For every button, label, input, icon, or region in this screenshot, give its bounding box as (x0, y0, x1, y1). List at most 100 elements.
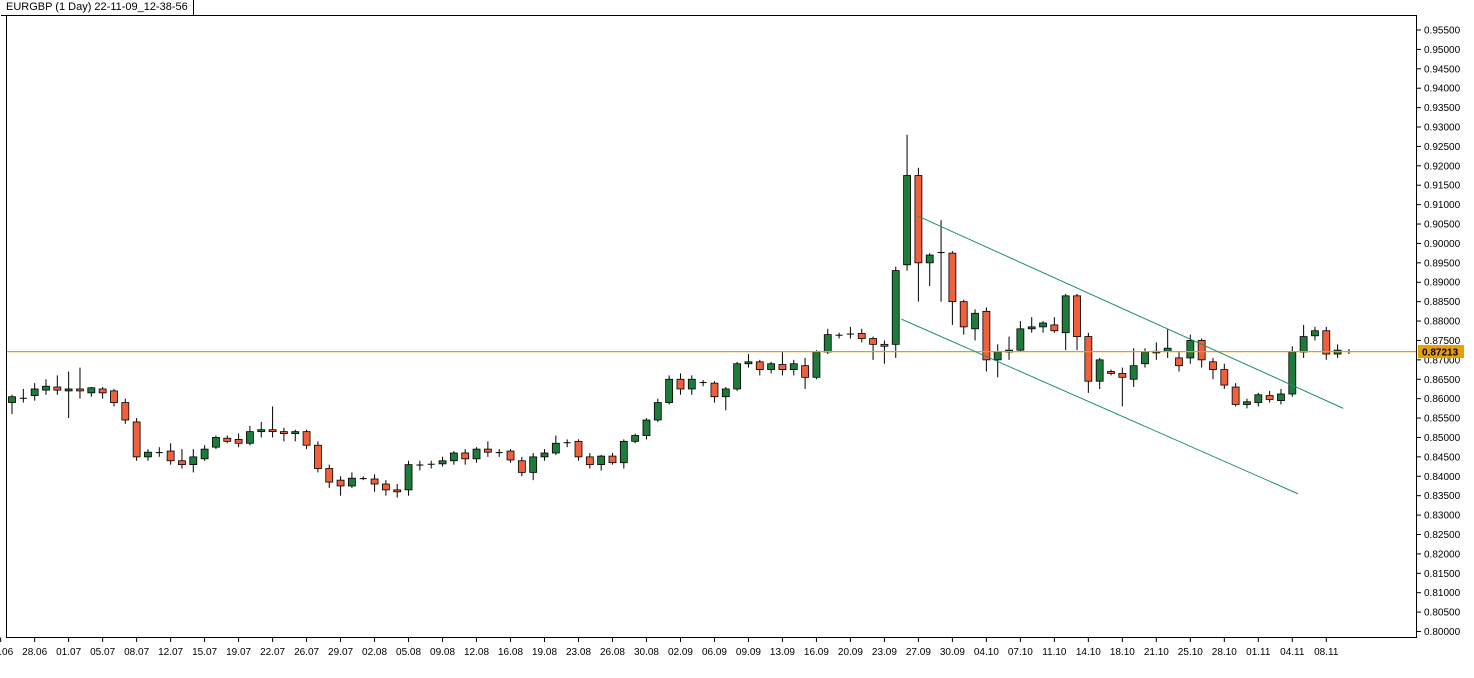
current-price-box (1418, 345, 1464, 359)
candle-body (948, 252, 957, 303)
candle (1231, 383, 1240, 407)
candle (801, 357, 809, 389)
candle (755, 359, 764, 376)
candle-body (1175, 357, 1183, 367)
candle-body (132, 421, 141, 458)
candle (925, 253, 934, 287)
candle (857, 328, 866, 343)
x-tick-label: 20.09 (838, 647, 863, 658)
candle (1175, 352, 1183, 372)
candle (110, 388, 118, 407)
candle (1129, 348, 1138, 388)
y-tick-label: 0.83000 (1424, 511, 1461, 522)
y-tick-label: 0.91500 (1424, 181, 1461, 192)
candle (189, 449, 198, 473)
candle (1107, 369, 1115, 376)
candle (30, 383, 39, 401)
candle-body (1243, 401, 1251, 405)
candle (121, 398, 130, 424)
x-tick-label: 05.08 (396, 647, 421, 658)
candle-body (30, 388, 39, 396)
y-tick-label: 0.89000 (1424, 278, 1461, 289)
candle-body (869, 338, 877, 345)
candle-body (1107, 371, 1115, 374)
candle (846, 326, 854, 339)
candle (381, 480, 390, 496)
candle (982, 307, 991, 372)
price-axis: 0.95500 0.95000 0.94500 0.94000 0.93500 0.930… (1416, 26, 1461, 638)
candle-body (1254, 394, 1263, 403)
candle (1061, 293, 1070, 351)
current-price-marker: 0.87213 (1418, 345, 1464, 359)
candle (144, 449, 152, 461)
x-tick-label: 23.08 (566, 647, 591, 658)
x-tick-label: 13.09 (770, 647, 795, 658)
x-tick-label: 02.08 (362, 647, 387, 658)
y-tick-label: 0.94000 (1424, 84, 1461, 95)
candle-body (223, 437, 232, 442)
candle-body (903, 175, 911, 266)
candle-body (767, 363, 776, 370)
candle-body (347, 477, 356, 487)
candle-body (1163, 347, 1172, 352)
candle-body (178, 460, 186, 466)
candle (280, 427, 288, 442)
candle (699, 380, 707, 387)
candle (483, 441, 492, 457)
candle-body (257, 429, 266, 433)
x-tick-label: 12.08 (464, 647, 489, 658)
candle (948, 251, 957, 325)
candle (710, 381, 719, 403)
x-tick-label: 11.10 (1042, 647, 1067, 658)
candle-body (42, 385, 50, 391)
y-tick-label: 0.84500 (1424, 452, 1461, 463)
y-tick-label: 0.87500 (1424, 336, 1461, 347)
candle-body (744, 361, 753, 365)
candle-body (1265, 395, 1274, 400)
candle-body (8, 396, 16, 403)
x-tick-label: 19.07 (226, 647, 251, 658)
candle (665, 375, 674, 405)
candle (461, 449, 470, 465)
candle-body (483, 448, 492, 453)
y-tick-label: 0.93000 (1424, 123, 1461, 134)
candle-body (461, 452, 470, 460)
y-tick-label: 0.84000 (1424, 472, 1461, 483)
candle-body (1197, 340, 1206, 361)
candle-body (608, 455, 617, 464)
y-tick-label: 0.86000 (1424, 394, 1461, 405)
candle-body (325, 468, 334, 483)
candle-body (959, 301, 968, 328)
candle (1322, 326, 1331, 360)
candles-layer (8, 134, 1353, 498)
candle (257, 421, 266, 438)
candle-body (993, 351, 1002, 361)
candle (914, 167, 923, 302)
candle-body (234, 439, 243, 444)
y-tick-label: 0.92000 (1424, 161, 1461, 172)
candle (347, 472, 356, 488)
x-tick-label: 23.09 (872, 647, 897, 658)
candle-body (1095, 359, 1104, 382)
candle (937, 220, 945, 302)
x-tick-label: 28.10 (1212, 647, 1237, 658)
candle (427, 460, 435, 469)
candle-body (1084, 336, 1093, 382)
candle-body (1039, 322, 1047, 328)
candle-body (472, 448, 481, 460)
candle-body (280, 431, 288, 434)
candle-body (1027, 326, 1036, 330)
candle (98, 387, 107, 399)
y-tick-label: 0.90000 (1424, 239, 1461, 250)
candle (76, 367, 84, 399)
candle-body (1186, 340, 1195, 359)
overlay-lines (7, 215, 1416, 495)
candle-body (110, 390, 118, 403)
candle (438, 456, 447, 467)
candle-body (64, 388, 73, 392)
candle (336, 476, 345, 496)
x-tick-label: 30.08 (634, 647, 659, 658)
candle (733, 361, 742, 391)
candle (619, 439, 628, 469)
